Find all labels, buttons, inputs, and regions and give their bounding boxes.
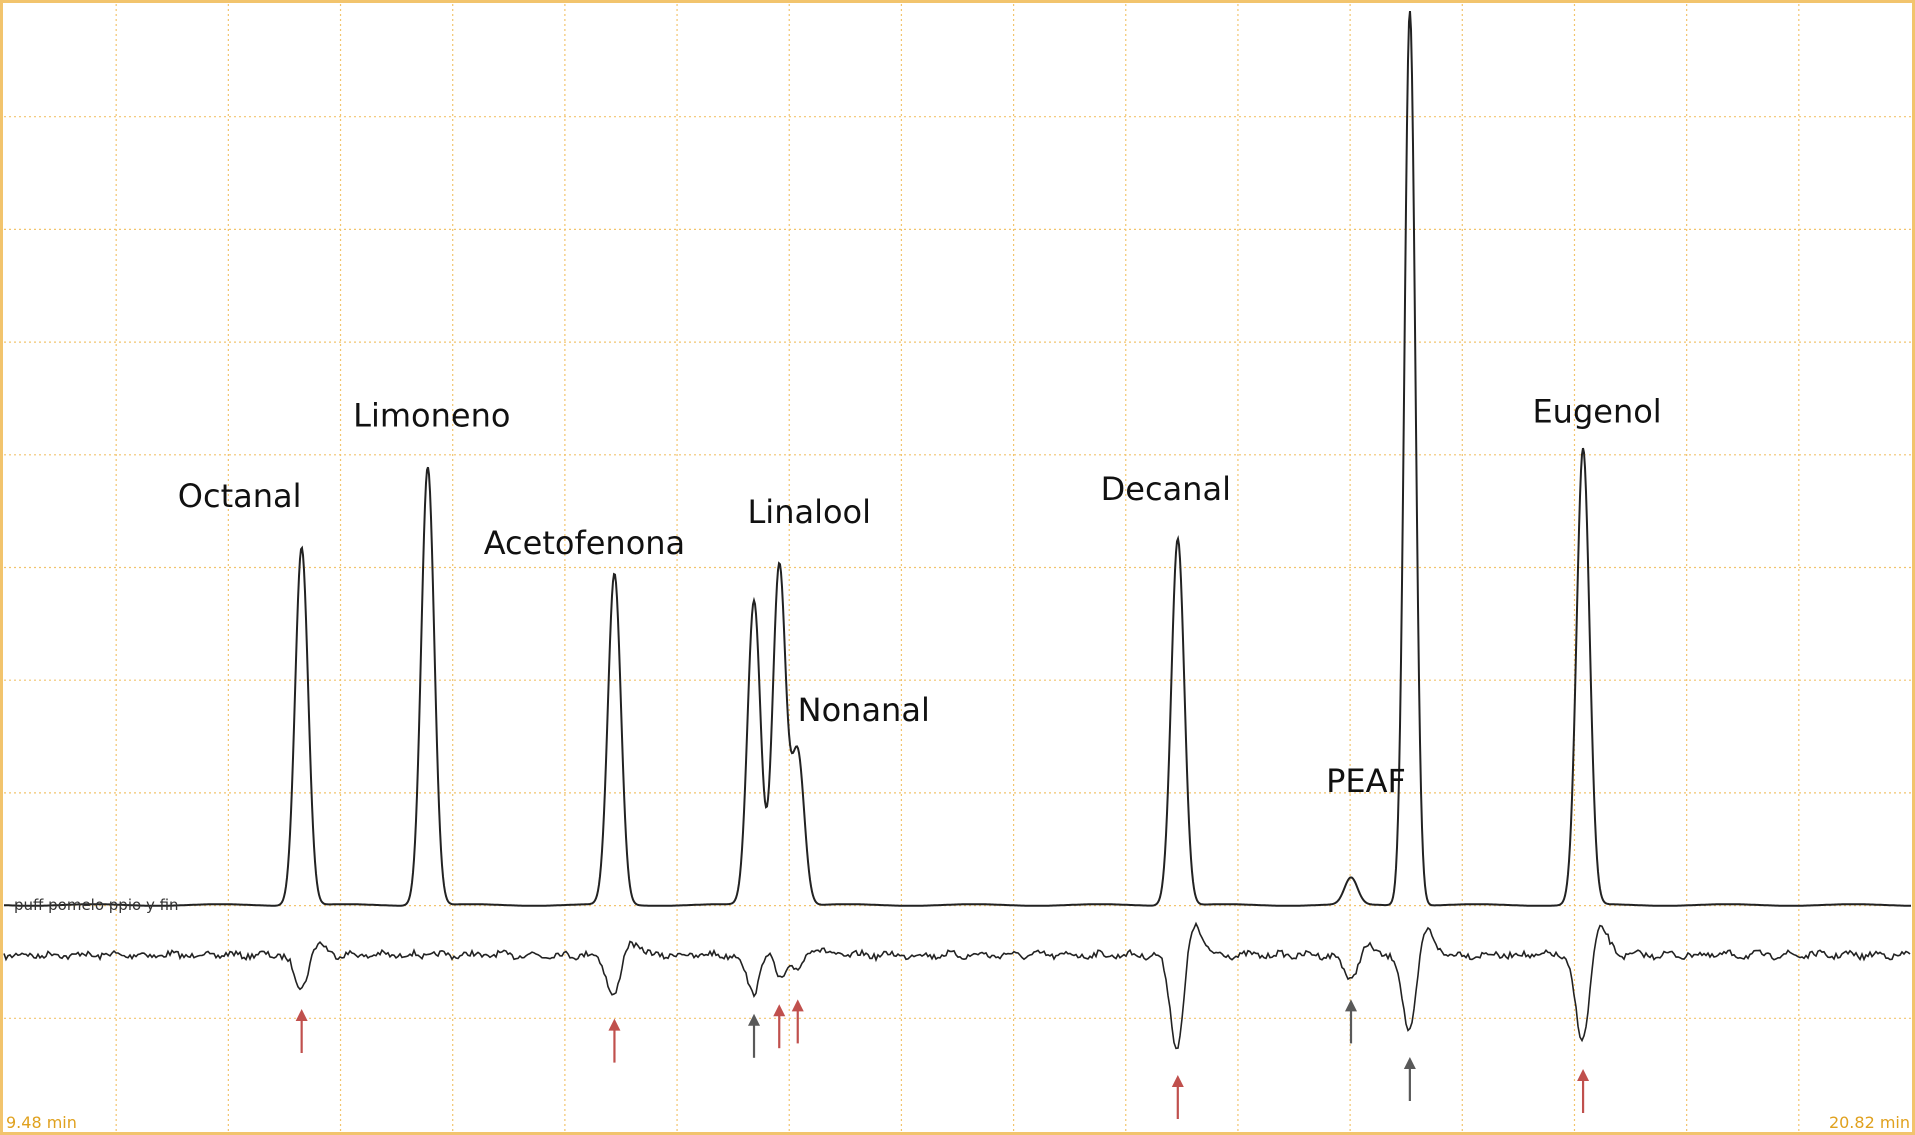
response-arrow xyxy=(1403,1057,1416,1101)
response-arrow xyxy=(295,1009,308,1053)
arrow-head xyxy=(791,999,804,1012)
peak-label-limoneno: Limoneno xyxy=(353,396,510,434)
arrow-head xyxy=(773,1004,786,1017)
x-start-label: 9.48 min xyxy=(6,1113,77,1132)
peak-label-decanal: Decanal xyxy=(1101,470,1231,508)
x-end-label: 20.82 min xyxy=(1829,1113,1910,1132)
peak-labels: Octanal Limoneno Acetofenona Linalool Nonana… xyxy=(178,393,1662,801)
response-arrow xyxy=(791,999,804,1044)
response-arrow xyxy=(748,1013,761,1058)
arrow-head xyxy=(1345,999,1358,1012)
peak-label-linalool: Linalool xyxy=(747,493,871,531)
arrow-head xyxy=(1403,1057,1416,1069)
arrow-head xyxy=(1577,1069,1590,1081)
fid-trace-label: puff pomelo ppio y fin xyxy=(14,896,179,914)
response-arrow xyxy=(773,1004,786,1049)
peak-label-eugenol: Eugenol xyxy=(1532,393,1661,431)
peak-label-nonanal: Nonanal xyxy=(798,691,930,729)
response-arrow xyxy=(608,1018,621,1063)
response-arrow xyxy=(1171,1075,1184,1119)
peak-label-acetofenona: Acetofenona xyxy=(484,524,685,562)
ead-trace xyxy=(3,921,1911,1050)
response-arrow xyxy=(1345,999,1358,1044)
peak-label-octanal: Octanal xyxy=(178,477,302,515)
peak-label-peaf: PEAF xyxy=(1326,762,1406,800)
fid-trace xyxy=(4,11,1911,907)
response-arrows xyxy=(295,999,1590,1119)
arrow-head xyxy=(608,1018,621,1031)
traces xyxy=(3,11,1911,1050)
arrow-head xyxy=(748,1013,761,1026)
response-arrow xyxy=(1577,1069,1590,1113)
arrow-head xyxy=(1171,1075,1184,1087)
arrow-head xyxy=(295,1009,308,1021)
